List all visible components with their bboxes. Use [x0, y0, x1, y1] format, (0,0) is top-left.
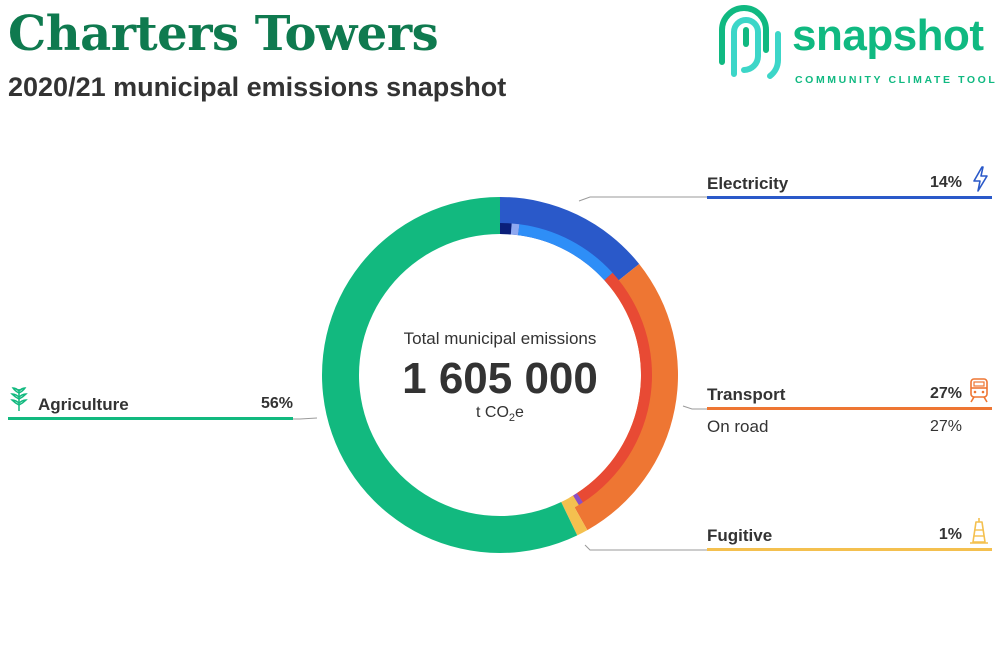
donut-inner-ring [500, 223, 652, 508]
category-electricity-underline [707, 196, 992, 199]
category-fugitive-name: Fugitive [707, 526, 773, 545]
category-fugitive-underline [707, 548, 992, 551]
donut-inner-slice-transport-3 [576, 272, 652, 503]
category-electricity: Electricity 14% [707, 166, 992, 204]
leader-line-fugitive [584, 544, 707, 551]
leader-line-electricity [578, 196, 707, 202]
wheat-icon [10, 387, 28, 411]
oil-rig-icon [970, 518, 988, 544]
page-subtitle: 2020/21 municipal emissions snapshot [8, 72, 507, 102]
category-fugitive: Fugitive 1% [707, 518, 992, 556]
logo-wordmark: snapshot [792, 11, 984, 60]
fingerprint-logo-icon [719, 5, 781, 79]
category-transport: Transport 27% On road 27% [707, 378, 992, 445]
donut-slice-agriculture [322, 197, 578, 553]
subcategory-on-road-name: On road [707, 417, 769, 436]
category-agriculture: Agriculture 56% [8, 387, 293, 425]
category-agriculture-pct: 56% [260, 395, 293, 412]
category-agriculture-underline [8, 417, 293, 420]
lightning-bolt-icon [973, 166, 988, 192]
donut-inner-slice-electricity-1 [510, 223, 520, 236]
train-icon [970, 378, 988, 403]
logo-tagline: COMMUNITY CLIMATE TOOL [795, 74, 998, 86]
category-electricity-pct: 14% [929, 174, 962, 191]
category-transport-pct: 27% [929, 385, 962, 402]
category-agriculture-name: Agriculture [38, 395, 129, 414]
category-transport-name: Transport [707, 385, 786, 404]
subcategory-on-road-pct: 27% [929, 418, 962, 435]
donut-inner-slice-electricity-0 [500, 223, 512, 235]
total-label: Total municipal emissions [403, 329, 597, 348]
donut-inner-slice-electricity-2 [518, 224, 613, 281]
leader-line-transport [682, 405, 707, 410]
snapshot-logo: snapshot COMMUNITY CLIMATE TOOL [712, 0, 1000, 92]
donut-inner-slice-fugitive-4 [573, 493, 583, 505]
donut-slice-transport [569, 264, 678, 531]
category-fugitive-pct: 1% [938, 526, 962, 543]
page-title: Charters Towers [8, 6, 439, 62]
donut-inner-slice-fugitive-5 [569, 495, 579, 508]
total-unit: t CO2e [476, 404, 524, 425]
total-value: 1 605 000 [402, 354, 598, 403]
category-transport-underline [707, 407, 992, 410]
leader-line-agriculture [292, 417, 318, 420]
donut-slice-fugitive [561, 497, 588, 536]
category-electricity-name: Electricity [707, 174, 789, 193]
leader-lines [292, 196, 707, 551]
